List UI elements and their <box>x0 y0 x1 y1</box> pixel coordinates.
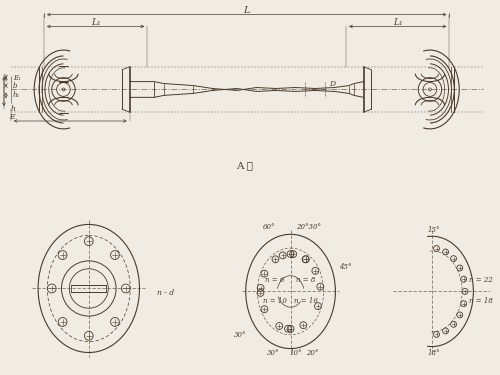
Text: E₁: E₁ <box>13 74 20 82</box>
Text: 30°: 30° <box>234 331 246 339</box>
Text: n = 22: n = 22 <box>469 276 493 284</box>
Text: n = 10: n = 10 <box>263 297 287 305</box>
Text: n - d: n - d <box>157 290 174 297</box>
Text: 20°: 20° <box>306 348 318 357</box>
Text: h₁: h₁ <box>13 92 20 99</box>
Text: E: E <box>9 113 15 121</box>
Text: 45°: 45° <box>340 263 352 271</box>
Text: 60°: 60° <box>263 224 276 231</box>
Text: A 向: A 向 <box>236 161 254 170</box>
Text: n = 18: n = 18 <box>469 297 493 305</box>
Text: n = 6: n = 6 <box>266 276 284 284</box>
Text: L: L <box>244 6 250 15</box>
Text: L₁: L₁ <box>393 18 402 27</box>
Text: D: D <box>330 80 336 88</box>
Text: 18°: 18° <box>428 348 440 357</box>
Text: 10°: 10° <box>289 348 302 357</box>
Text: 30°: 30° <box>267 348 280 357</box>
Text: n = 8: n = 8 <box>296 276 316 284</box>
Text: b: b <box>13 81 18 90</box>
Text: 20°30°: 20°30° <box>296 224 320 231</box>
Text: h: h <box>11 105 16 113</box>
Text: 15°: 15° <box>428 226 440 234</box>
Text: L₁: L₁ <box>91 18 101 27</box>
Text: n = 16: n = 16 <box>294 297 318 305</box>
